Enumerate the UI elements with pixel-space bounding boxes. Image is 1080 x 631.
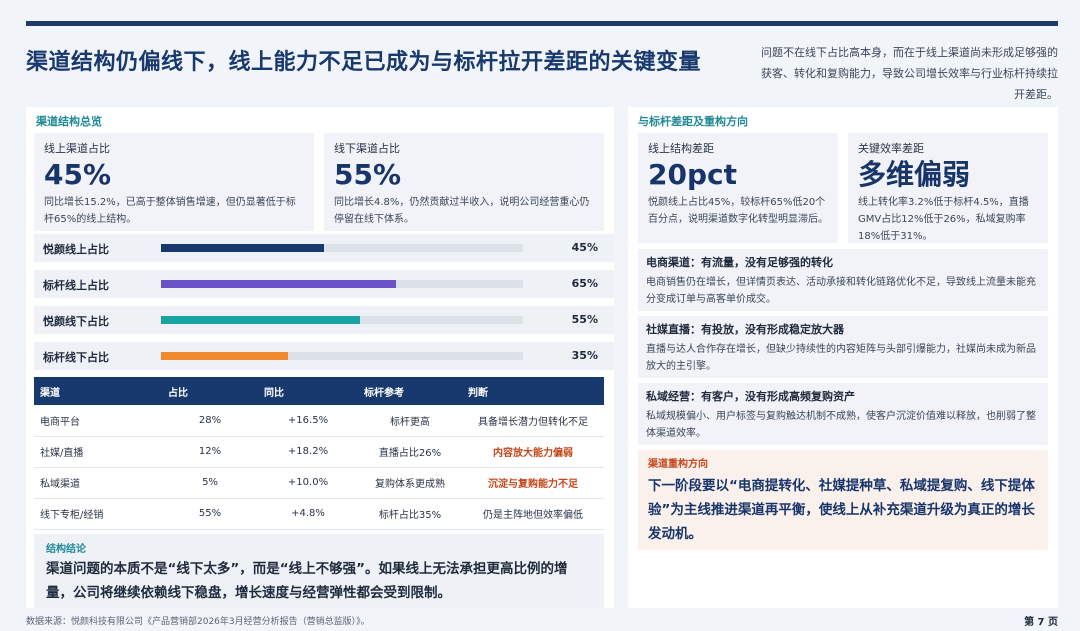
stat-value: 55% [334,158,402,191]
stat-label: 线上结构差距 [648,142,714,155]
table-cell: 复购体系更成熟 [358,467,462,499]
issue-title: 电商渠道：有流量，没有足够强的转化 [646,256,833,269]
table-cell: 5% [162,467,258,499]
bar-percent: 45% [571,241,598,254]
table-row: 电商平台 28% +16.5% 标杆更高 具备增长潜力但转化不足 [34,405,604,437]
benchmark-gap-panel: 与标杆差距及重构方向 线上结构差距 20pct 悦颜线上占比45%，较标杆65%… [628,107,1058,608]
table-cell-highlight: 内容放大能力偏弱 [462,436,604,468]
direction-title: 渠道重构方向 [648,459,708,470]
table-row: 社媒/直播 12% +18.2% 直播占比26% 内容放大能力偏弱 [34,436,604,468]
structure-conclusion: 结构结论 渠道问题的本质不是“线下太多”，而是“线上不够强”。如果线上无法承担更… [34,534,604,608]
stat-value: 多维偏弱 [858,158,971,191]
table-cell-highlight: 沉淀与复购能力不足 [462,467,604,499]
table-header: 同比 [258,377,358,405]
online-gap-card: 线上结构差距 20pct 悦颜线上占比45%，较标杆65%低20个百分点，说明渠… [638,133,838,243]
conclusion-title: 结构结论 [46,544,86,555]
online-share-card: 线上渠道占比 45% 同比增长15.2%，已高于整体销售增速，但仍显著低于标杆6… [34,133,314,231]
stat-desc: 悦颜线上占比45%，较标杆65%低20个百分点，说明渠道数字化转型明显滞后。 [648,197,828,225]
offline-share-card: 线下渠道占比 55% 同比增长4.8%，仍然贡献过半收入，说明公司经营重心仍停留… [324,133,604,231]
bar-label: 悦颜线上占比 [43,243,109,256]
stat-label: 关键效率差距 [858,142,924,155]
table-cell: +4.8% [258,498,358,530]
issue-desc: 电商销售仍在增长，但详情页表达、活动承接和转化链路优化不足，导致线上流量未能充分… [646,277,1036,305]
stat-desc: 同比增长15.2%，已高于整体销售增速，但仍显著低于标杆65%的线上结构。 [44,197,296,225]
stat-desc: 线上转化率3.2%低于标杆4.5%，直播GMV占比12%低于26%，私域复购率1… [858,197,1029,242]
table-cell: +16.5% [258,405,358,437]
restructure-direction: 渠道重构方向 下一阶段要以“电商提转化、社媒提种草、私域提复购、线下提体验”为主… [638,450,1048,550]
bar-percent: 65% [571,277,598,290]
bar-percent: 55% [571,313,598,326]
table-cell: 线下专柜/经销 [34,498,162,530]
table-header: 判断 [462,377,604,405]
bar-fill [161,352,288,360]
table-cell: 标杆更高 [358,405,462,437]
bar-track [161,352,523,360]
table-row: 私域渠道 5% +10.0% 复购体系更成熟 沉淀与复购能力不足 [34,467,604,499]
efficiency-gap-card: 关键效率差距 多维偏弱 线上转化率3.2%低于标杆4.5%，直播GMV占比12%… [848,133,1048,243]
bar-fill [161,316,361,324]
table-cell: 28% [162,405,258,437]
stat-desc: 同比增长4.8%，仍然贡献过半收入，说明公司经营重心仍停留在线下体系。 [334,197,590,225]
share-bar-row: 标杆线上占比 65% [34,270,614,298]
issue-ecommerce: 电商渠道：有流量，没有足够强的转化 电商销售仍在增长，但详情页表达、活动承接和转… [638,249,1048,311]
bar-label: 标杆线上占比 [43,279,109,292]
bar-track [161,244,523,252]
table-cell: +18.2% [258,436,358,468]
issue-desc: 私域规模偏小、用户标签与复购触达机制不成熟，使客户沉淀价值难以释放，也削弱了整体… [646,411,1036,439]
table-header: 渠道 [34,377,162,405]
stat-label: 线下渠道占比 [334,142,400,155]
table-cell: 电商平台 [34,405,162,437]
section-title-overview: 渠道结构总览 [36,115,102,128]
table-header: 占比 [162,377,258,405]
channel-table: 渠道 占比 同比 标杆参考 判断 电商平台 28% +16.5% 标杆更高 具备… [34,377,604,530]
stat-label: 线上渠道占比 [44,142,110,155]
share-bar-row: 悦颜线上占比 45% [34,234,614,262]
table-cell: 仍是主阵地但效率偏低 [462,498,604,530]
table-cell: 私域渠道 [34,467,162,499]
header-note: 问题不在线下占比高本身，而在于线上渠道尚未形成足够强的获客、转化和复购能力，导致… [761,46,1058,101]
table-header-row: 渠道 占比 同比 标杆参考 判断 [34,377,604,405]
share-bar-row: 标杆线下占比 35% [34,342,614,370]
bar-label: 悦颜线下占比 [43,315,109,328]
issue-title: 私域经营：有客户，没有形成高频复购资产 [646,390,855,403]
issue-desc: 直播与达人合作存在增长，但缺少持续性的内容矩阵与头部引爆能力，社媒尚未成为新品放… [646,344,1036,372]
data-source-note: 数据来源：悦颜科技有限公司《产品营销部2026年3月经营分析报告（营销总监版）》… [26,617,370,627]
bar-fill [161,280,397,288]
issue-private-domain: 私域经营：有客户，没有形成高频复购资产 私域规模偏小、用户标签与复购触达机制不成… [638,383,1048,445]
issue-title: 社媒直播：有投放，没有形成稳定放大器 [646,323,844,336]
top-accent-bar [26,21,1058,26]
conclusion-text: 渠道问题的本质不是“线下太多”，而是“线上不够强”。如果线上无法承担更高比例的增… [46,561,568,601]
page-number: 第 7 页 [1024,617,1058,628]
section-title-gap: 与标杆差距及重构方向 [638,115,748,128]
table-cell: 55% [162,498,258,530]
table-cell: 12% [162,436,258,468]
stat-value: 45% [44,158,112,191]
channel-overview-panel: 渠道结构总览 线上渠道占比 45% 同比增长15.2%，已高于整体销售增速，但仍… [26,107,614,608]
issue-social-live: 社媒直播：有投放，没有形成稳定放大器 直播与达人合作存在增长，但缺少持续性的内容… [638,316,1048,378]
bar-percent: 35% [571,349,598,362]
table-cell: 直播占比26% [358,436,462,468]
direction-text: 下一阶段要以“电商提转化、社媒提种草、私域提复购、线下提体验”为主线推进渠道再平… [648,478,1035,542]
bar-label: 标杆线下占比 [43,351,109,364]
table-row: 线下专柜/经销 55% +4.8% 标杆占比35% 仍是主阵地但效率偏低 [34,498,604,530]
bar-fill [161,244,324,252]
table-cell: 具备增长潜力但转化不足 [462,405,604,437]
share-bar-row: 悦颜线下占比 55% [34,306,614,334]
bar-track [161,280,523,288]
table-cell: 社媒/直播 [34,436,162,468]
bar-track [161,316,523,324]
table-cell: 标杆占比35% [358,498,462,530]
table-cell: +10.0% [258,467,358,499]
stat-value: 20pct [648,158,737,191]
page-title: 渠道结构仍偏线下，线上能力不足已成为与标杆拉开差距的关键变量 [26,50,702,75]
table-header: 标杆参考 [358,377,462,405]
